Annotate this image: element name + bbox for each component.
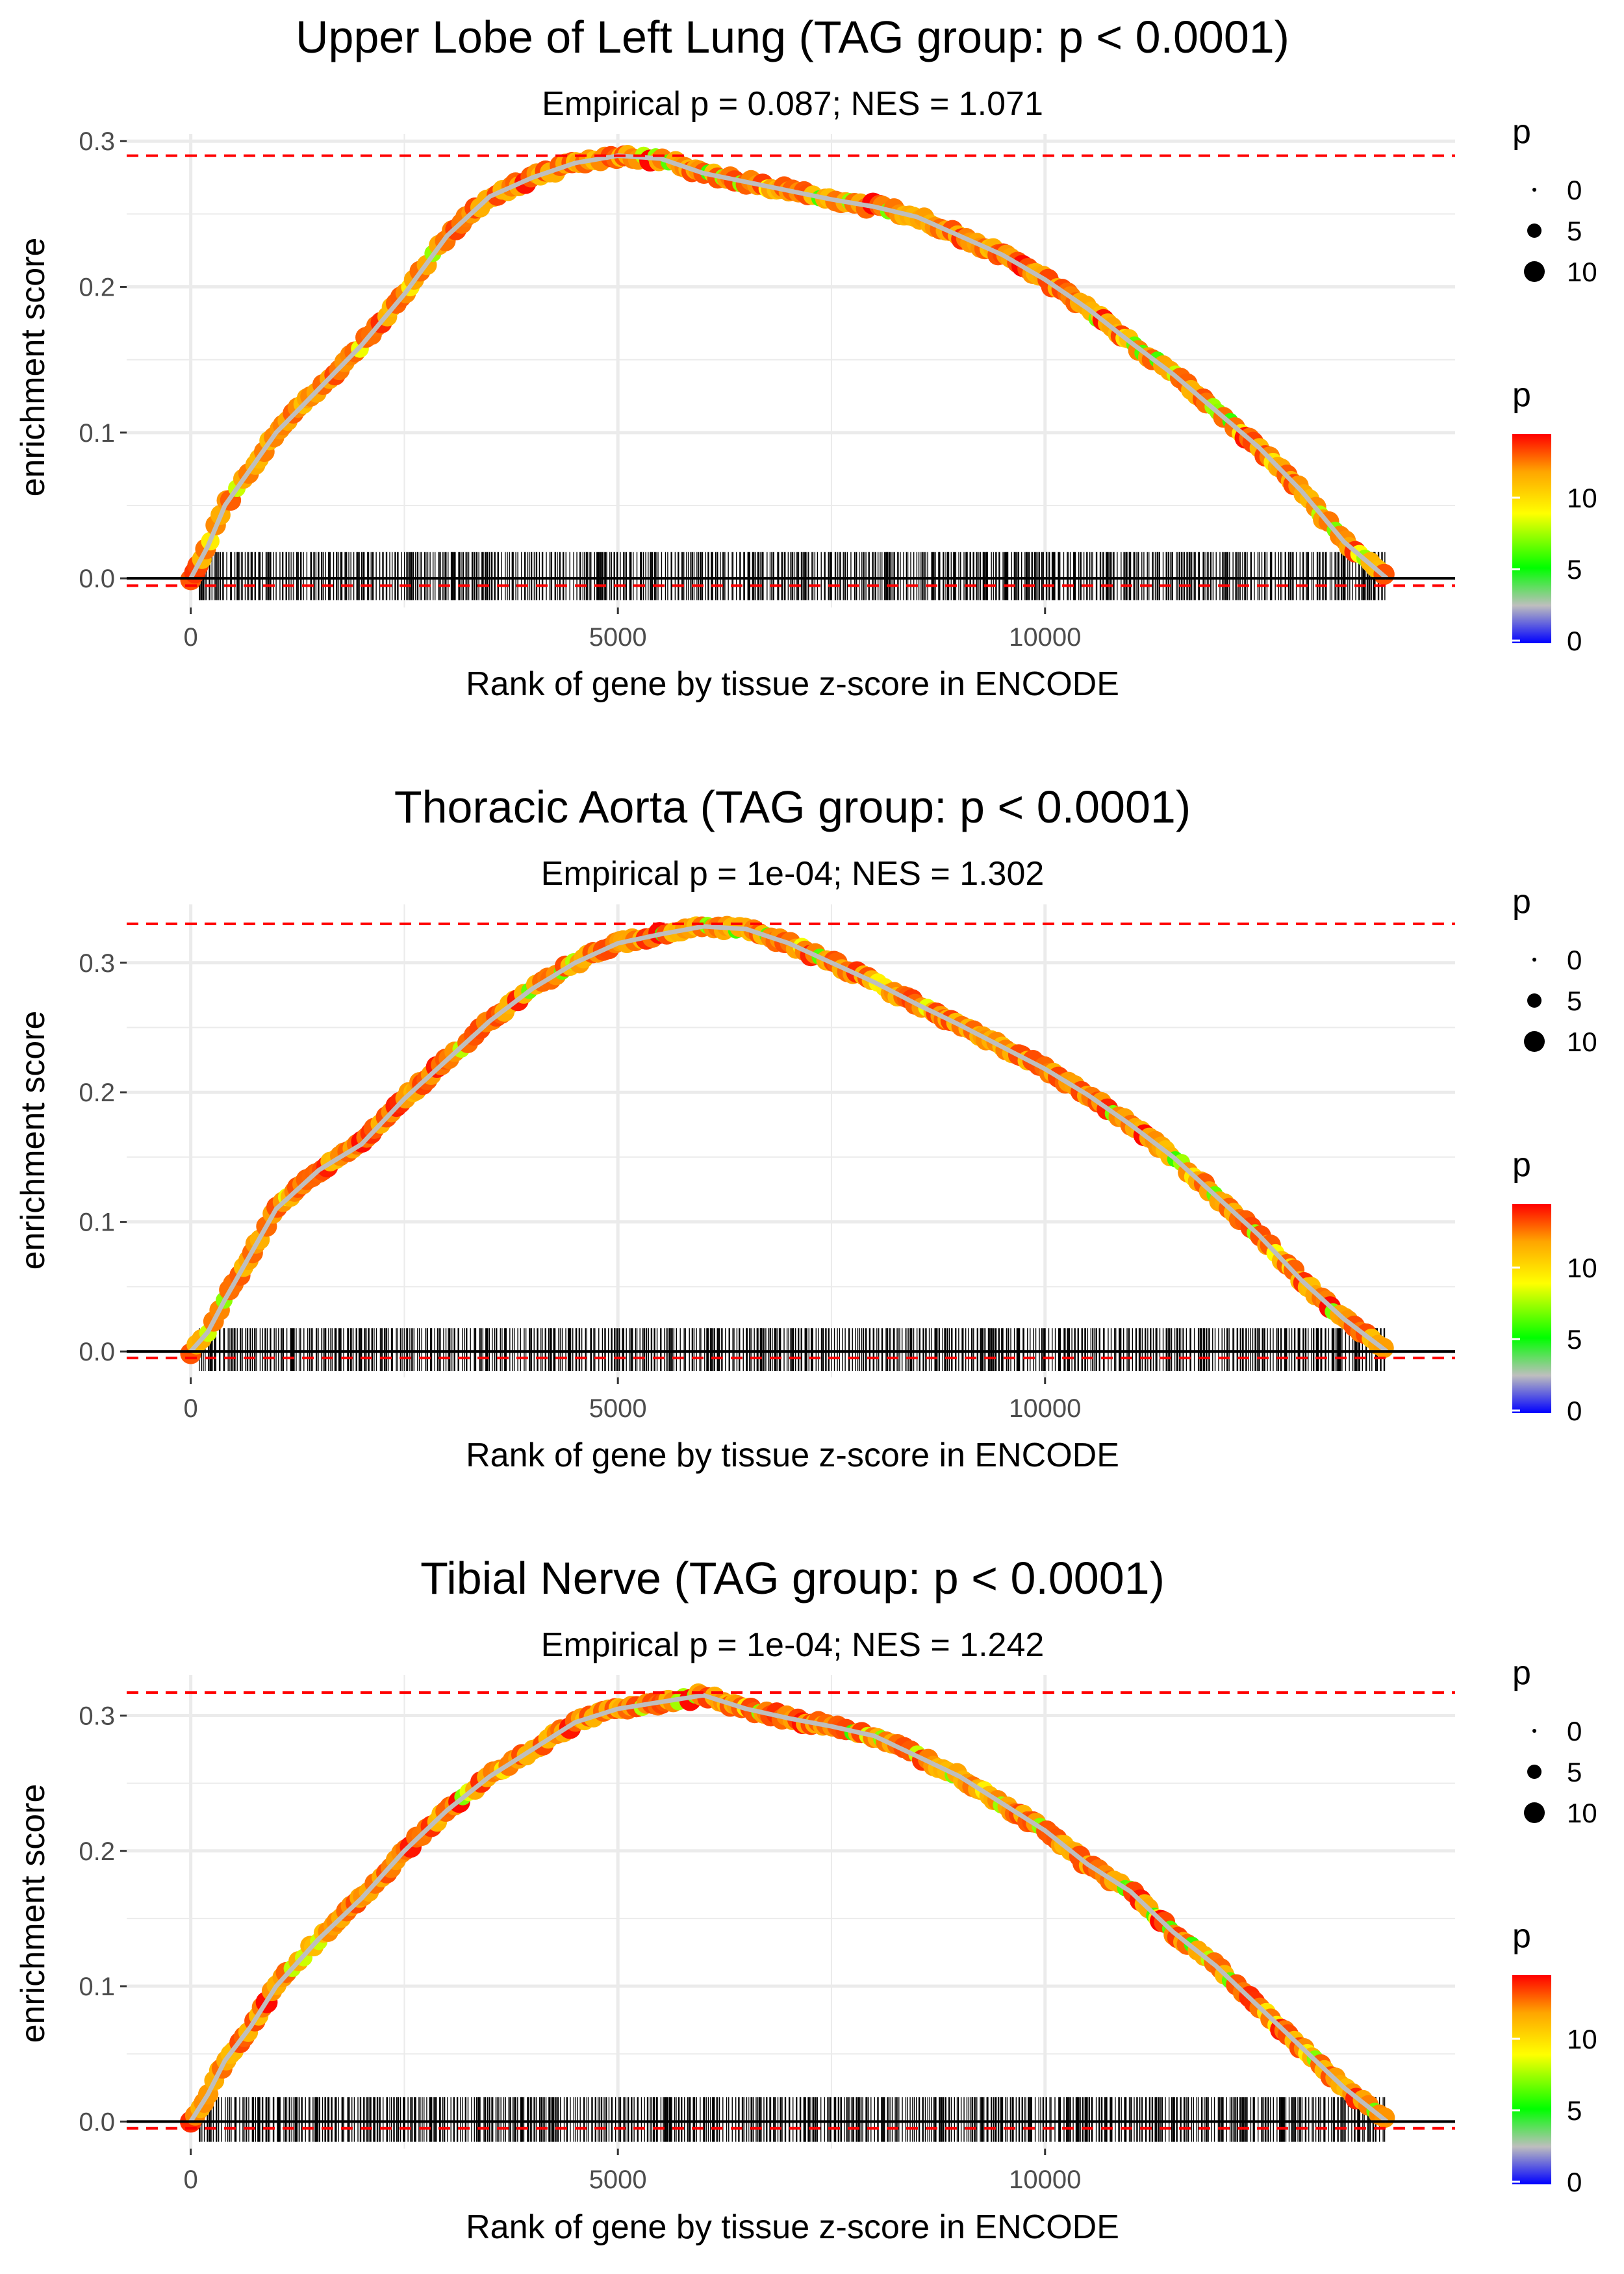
panel-0-rug [199, 552, 1386, 600]
panel-2-y-tick-label: 0.2 [79, 1837, 115, 1866]
panel-2-color-legend-label-0: 0 [1567, 2167, 1582, 2197]
panel-0-size-legend-label-1: 5 [1567, 216, 1582, 246]
panel-1-x-ticks: 0 5000 10000 [184, 1377, 1081, 1423]
panel-1-ylabel: enrichment score [14, 1011, 52, 1270]
panel-2-size-legend-dot-1 [1527, 1765, 1542, 1779]
panel-2-grid [127, 1675, 1455, 2149]
panel-2-color-bar [1512, 1975, 1551, 2184]
panel-1-color-legend-title: p [1512, 1146, 1531, 1184]
panel-1-x-tick-label: 0 [184, 1394, 198, 1423]
panel-0-color-bar [1512, 434, 1551, 643]
panel-1-y-tick-label: 0.0 [79, 1338, 115, 1366]
panel-1: Thoracic Aorta (TAG group: p < 0.0001) E… [14, 782, 1597, 1474]
panel-1-title: Thoracic Aorta (TAG group: p < 0.0001) [394, 782, 1191, 832]
panel-0-y-tick-label: 0.1 [79, 419, 115, 448]
panel-2-subtitle: Empirical p = 1e-04; NES = 1.242 [541, 1626, 1045, 1664]
panel-0-title: Upper Lobe of Left Lung (TAG group: p < … [296, 12, 1289, 62]
panel-0-x-ticks: 0 5000 10000 [184, 607, 1081, 652]
panel-1-y-tick-label: 0.1 [79, 1208, 115, 1237]
panel-2-xlabel: Rank of gene by tissue z-score in ENCODE [466, 2208, 1119, 2246]
panel-1-y-tick-label: 0.2 [79, 1079, 115, 1107]
panel-2-x-tick-label: 0 [184, 2165, 198, 2194]
panel-2-x-ticks: 0 5000 10000 [184, 2149, 1081, 2194]
panel-1-xlabel: Rank of gene by tissue z-score in ENCODE [466, 1437, 1119, 1474]
panel-2-color-legend-label-1: 5 [1567, 2095, 1582, 2126]
panel-0-color-legend-title: p [1512, 376, 1531, 414]
panel-2-points [180, 1683, 1395, 2133]
panel-1-size-legend-dot-1 [1527, 993, 1542, 1008]
panel-0-y-tick-label: 0.3 [79, 127, 115, 156]
panel-1-size-legend-label-0: 0 [1567, 945, 1582, 975]
panel-0-x-tick-label: 10000 [1009, 623, 1081, 652]
panel-1-size-legend-label-2: 10 [1567, 1027, 1597, 1057]
panel-1-grid [127, 904, 1455, 1377]
panel-0-color-legend-label-1: 5 [1567, 554, 1582, 585]
panel-0-xlabel: Rank of gene by tissue z-score in ENCODE [466, 665, 1119, 703]
panel-1-x-tick-label: 5000 [589, 1394, 647, 1423]
panel-2-y-tick-label: 0.1 [79, 1973, 115, 2001]
panel-2: Tibial Nerve (TAG group: p < 0.0001) Emp… [14, 1553, 1597, 2246]
panel-1-size-legend-label-1: 5 [1567, 986, 1582, 1016]
panel-2-es-line [188, 1693, 1388, 2124]
panel-2-rug [199, 2097, 1386, 2142]
panel-0-subtitle: Empirical p = 0.087; NES = 1.071 [542, 85, 1043, 123]
panel-0-size-legend-dot-0 [1532, 188, 1536, 192]
panel-0-color-legend-label-2: 10 [1567, 483, 1597, 513]
panel-2-size-legend-label-0: 0 [1567, 1716, 1582, 1746]
panel-2-ylabel: enrichment score [14, 1784, 52, 2043]
panel-0-size-legend-dot-1 [1527, 224, 1542, 238]
panel-2-color-legend-title: p [1512, 1917, 1531, 1955]
panel-2-size-legend-dot-2 [1524, 1802, 1545, 1823]
panel-1-size-legend-dot-0 [1532, 958, 1536, 962]
panel-0-lines [127, 153, 1455, 587]
panel-1-y-tick-label: 0.3 [79, 949, 115, 978]
panel-1-size-legend-dot-2 [1524, 1031, 1545, 1052]
panel-0-size-legend-dot-2 [1524, 261, 1545, 282]
panel-1-y-ticks: 0.0 0.1 0.2 0.3 [79, 949, 127, 1366]
panel-0-size-legend-label-2: 10 [1567, 257, 1597, 287]
panel-0-color-legend-label-0: 0 [1567, 626, 1582, 656]
panel-0: Upper Lobe of Left Lung (TAG group: p < … [14, 12, 1597, 703]
panel-1-subtitle: Empirical p = 1e-04; NES = 1.302 [541, 855, 1045, 893]
panel-1-lines [127, 922, 1455, 1360]
panel-1-es-line [188, 924, 1388, 1353]
panel-0-points [180, 145, 1395, 591]
panel-0-ylabel: enrichment score [14, 238, 52, 497]
panel-0-x-tick-label: 0 [184, 623, 198, 652]
panel-0-size-legend-title: p [1512, 113, 1531, 151]
panel-1-color-bar [1512, 1204, 1551, 1413]
panel-1-points [180, 915, 1394, 1364]
panel-0-size-legend: p 0 5 10 [1512, 113, 1597, 287]
panel-2-y-tick-label: 0.0 [79, 2108, 115, 2136]
panel-1-size-legend-title: p [1512, 883, 1531, 921]
panel-0-y-tick-label: 0.0 [79, 565, 115, 593]
panel-1-rug [199, 1328, 1386, 1372]
panel-2-size-legend-title: p [1512, 1654, 1531, 1692]
panel-1-color-legend-label-0: 0 [1567, 1396, 1582, 1426]
panel-2-title: Tibial Nerve (TAG group: p < 0.0001) [420, 1553, 1165, 1603]
panel-1-color-legend-label-2: 10 [1567, 1253, 1597, 1283]
panel-0-y-tick-label: 0.2 [79, 274, 115, 302]
panel-1-x-tick-label: 10000 [1009, 1394, 1081, 1423]
panel-2-y-ticks: 0.0 0.1 0.2 0.3 [79, 1702, 127, 2136]
panel-0-size-legend-label-0: 0 [1567, 175, 1582, 205]
panel-2-x-tick-label: 10000 [1009, 2165, 1081, 2194]
panel-2-lines [127, 1691, 1455, 2130]
panel-2-color-legend-label-2: 10 [1567, 2024, 1597, 2054]
panel-0-y-ticks: 0.0 0.1 0.2 0.3 [79, 127, 127, 593]
panel-1-size-legend: p 0 5 10 [1512, 883, 1597, 1057]
panel-2-color-legend: p 0 5 10 [1512, 1917, 1597, 2197]
panel-1-color-legend: p 0 5 10 [1512, 1146, 1597, 1426]
panel-2-y-tick-label: 0.3 [79, 1702, 115, 1730]
panel-0-x-tick-label: 5000 [589, 623, 647, 652]
panel-2-size-legend-label-1: 5 [1567, 1757, 1582, 1787]
panel-0-color-legend: p 0 5 10 [1512, 376, 1597, 656]
panel-2-size-legend-label-2: 10 [1567, 1798, 1597, 1828]
panel-2-size-legend: p 0 5 10 [1512, 1654, 1597, 1828]
panel-2-size-legend-dot-0 [1532, 1729, 1536, 1733]
panel-0-es-line [188, 153, 1389, 580]
panel-2-x-tick-label: 5000 [589, 2165, 647, 2194]
panel-1-color-legend-label-1: 5 [1567, 1324, 1582, 1355]
